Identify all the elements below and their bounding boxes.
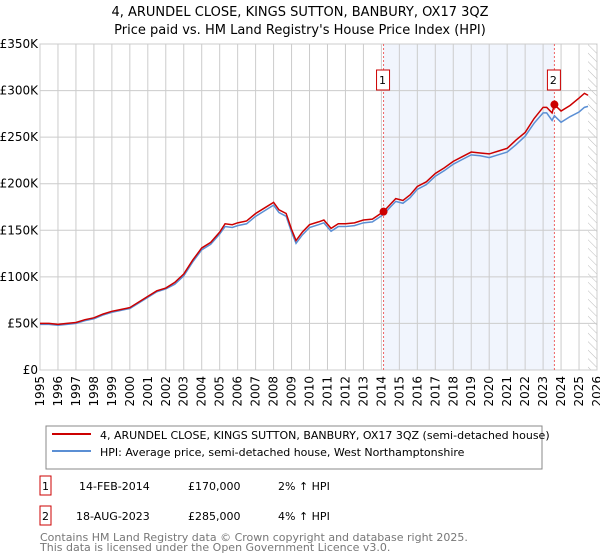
x-tick-label: 2005 — [213, 376, 227, 407]
x-tick-label: 1999 — [105, 376, 119, 407]
x-tick-label: 2004 — [195, 376, 209, 407]
x-tick-label: 2026 — [590, 376, 600, 407]
x-tick-label: 2017 — [428, 376, 442, 407]
x-tick-label: 2012 — [338, 376, 352, 407]
footer-copyright: Contains HM Land Registry data © Crown c… — [40, 531, 468, 544]
y-tick-label: £300K — [0, 84, 39, 98]
x-tick-label: 1996 — [51, 376, 65, 407]
legend-label-property: 4, ARUNDEL CLOSE, KINGS SUTTON, BANBURY,… — [100, 429, 550, 442]
x-tick-label: 2003 — [177, 376, 191, 407]
transaction-date: 18-AUG-2023 — [76, 510, 150, 523]
transaction-date: 14-FEB-2014 — [79, 480, 150, 493]
property-price-line — [40, 92, 589, 326]
sale-marker-label: 1 — [379, 74, 386, 87]
transaction-price: £170,000 — [188, 480, 241, 493]
x-tick-label: 2015 — [392, 376, 406, 407]
legend-box — [45, 425, 543, 470]
x-tick-label: 2000 — [123, 376, 137, 407]
y-tick-label: £0 — [23, 363, 38, 377]
x-tick-label: 2014 — [374, 376, 388, 407]
x-tick-label: 2009 — [285, 376, 299, 407]
x-tick-label: 1995 — [33, 376, 47, 407]
hatched-forecast-region — [588, 44, 597, 370]
y-tick-label: £100K — [0, 270, 39, 284]
legend-label-hpi: HPI: Average price, semi-detached house,… — [100, 446, 465, 459]
y-tick-label: £150K — [0, 223, 39, 237]
transaction-number: 2 — [42, 510, 49, 523]
x-tick-label: 2021 — [500, 376, 514, 407]
shaded-ownership-period — [383, 44, 555, 370]
sale-point — [550, 100, 559, 109]
y-tick-label: £250K — [0, 130, 39, 144]
y-tick-label: £200K — [0, 177, 39, 191]
sale-point — [379, 207, 388, 216]
x-tick-label: 2018 — [446, 376, 460, 407]
x-tick-label: 2010 — [303, 376, 317, 407]
x-tick-label: 2001 — [141, 376, 155, 407]
transaction-hpi-diff: 2% ↑ HPI — [278, 480, 330, 493]
x-tick-label: 2011 — [320, 376, 334, 407]
x-tick-label: 2016 — [410, 376, 424, 407]
chart-subtitle: Price paid vs. HM Land Registry's House … — [114, 23, 486, 38]
x-tick-label: 2019 — [464, 376, 478, 407]
x-tick-label: 2023 — [536, 376, 550, 407]
x-tick-label: 2008 — [267, 376, 281, 407]
transaction-row: 2 18-AUG-2023 £285,000 4% ↑ HPI — [39, 505, 330, 526]
transaction-price: £285,000 — [188, 510, 241, 523]
x-tick-label: 2025 — [572, 376, 586, 407]
x-tick-label: 2006 — [231, 376, 245, 407]
plot-border — [39, 43, 598, 371]
x-tick-label: 2002 — [159, 376, 173, 407]
y-tick-label: £350K — [0, 37, 39, 51]
transaction-row: 1 14-FEB-2014 £170,000 2% ↑ HPI — [39, 475, 330, 496]
transaction-number: 1 — [42, 480, 49, 493]
x-tick-label: 2013 — [356, 376, 370, 407]
chart-title: 4, ARUNDEL CLOSE, KINGS SUTTON, BANBURY,… — [111, 5, 488, 20]
x-tick-label: 2024 — [554, 376, 568, 407]
x-tick-label: 1998 — [87, 376, 101, 407]
x-tick-label: 2007 — [249, 376, 263, 407]
x-tick-label: 1997 — [69, 376, 83, 407]
footer-licence: This data is licensed under the Open Gov… — [39, 541, 390, 554]
x-tick-label: 2022 — [518, 376, 532, 407]
x-tick-label: 2020 — [482, 376, 496, 407]
hpi-line — [40, 105, 589, 327]
sale-marker-box — [546, 69, 561, 91]
sale-marker-label: 2 — [550, 74, 557, 87]
y-tick-label: £50K — [7, 316, 39, 330]
transaction-hpi-diff: 4% ↑ HPI — [278, 510, 330, 523]
sale-marker-box — [376, 69, 391, 91]
